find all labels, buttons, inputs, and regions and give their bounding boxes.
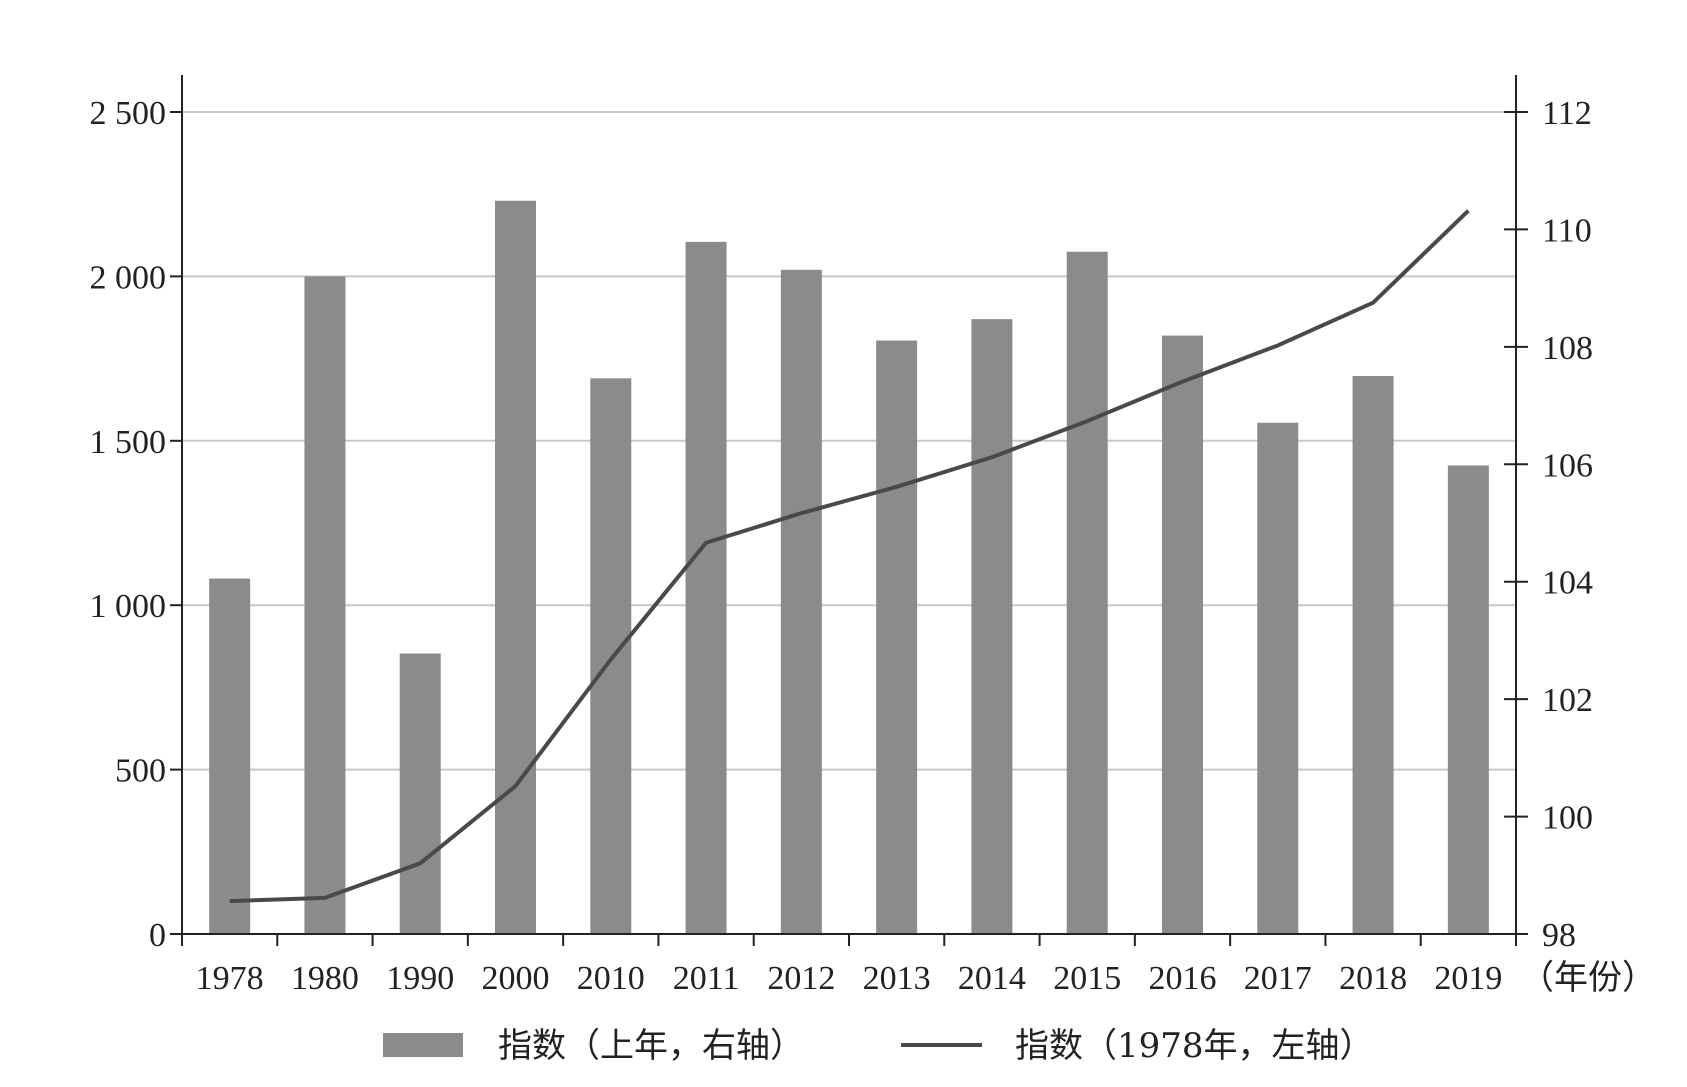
right-tick-label: 106: [1542, 447, 1593, 484]
right-tick-label: 112: [1542, 95, 1592, 132]
left-tick-label: 1 500: [90, 424, 167, 461]
bar-2012: [780, 269, 822, 935]
legend-bar-label: 指数（上年，右轴）: [498, 1026, 804, 1066]
left-axis-ticks: 0 500 1 000 1 500 2 000 2 500: [90, 95, 182, 954]
bar-2017: [1257, 422, 1299, 934]
right-tick-label: 100: [1542, 800, 1593, 837]
legend-line-label: 指数（1978年，左轴）: [1015, 1026, 1374, 1066]
x-tick-label: 1978: [196, 960, 264, 997]
x-axis-ticks: 1978 1980 1990 2000 2010 2011 2012 2013 2014 2015…: [181, 934, 1517, 997]
line-series: [229, 209, 1470, 904]
bar-1978: [209, 578, 251, 934]
bar-1980: [304, 276, 346, 934]
x-tick-label: 2015: [1053, 960, 1121, 997]
x-tick-label: 2011: [673, 960, 740, 997]
right-tick-label: 104: [1542, 565, 1593, 602]
left-tick-label: 2 500: [90, 95, 167, 132]
legend: 指数（上年，右轴） 指数（1978年，左轴）: [383, 1026, 1374, 1066]
right-tick-label: 102: [1542, 682, 1593, 719]
bar-2000: [495, 200, 536, 934]
x-tick-label: 2016: [1149, 960, 1217, 997]
x-tick-label: 2019: [1434, 960, 1502, 997]
gridlines: [182, 111, 1516, 771]
x-tick-label: 2017: [1244, 960, 1312, 997]
right-tick-label: 98: [1542, 917, 1576, 954]
x-tick-label: 2018: [1339, 960, 1407, 997]
axes: [181, 75, 1517, 935]
series-line: [229, 209, 1470, 904]
x-tick-label: 2012: [767, 960, 835, 997]
right-axis-ticks: 98 100 102 104 106 108 110 112: [1504, 95, 1593, 954]
bar-2019: [1447, 465, 1489, 934]
bar-series: [209, 200, 1489, 935]
x-tick-label: 2010: [577, 960, 645, 997]
bar-2015: [1066, 251, 1108, 935]
right-tick-label: 108: [1542, 330, 1593, 367]
left-tick-label: 0: [149, 917, 166, 954]
left-tick-label: 1 000: [90, 588, 167, 625]
x-tick-label: 2014: [958, 960, 1026, 997]
bar-2014: [971, 319, 1013, 934]
bar-1990: [399, 653, 441, 934]
x-tick-label: 1990: [386, 960, 454, 997]
bar-2011: [685, 241, 727, 935]
x-tick-label: 2000: [482, 960, 550, 997]
bar-2016: [1162, 335, 1203, 935]
x-tick-label: 2013: [863, 960, 931, 997]
bar-2010: [590, 378, 632, 934]
bar-2013: [876, 340, 918, 934]
legend-bar-swatch: [383, 1033, 463, 1057]
x-axis-unit-label: （年份）: [1520, 958, 1656, 998]
right-tick-label: 110: [1542, 212, 1592, 249]
x-tick-label: 1980: [291, 960, 359, 997]
bar-2018: [1352, 376, 1394, 935]
left-tick-label: 2 000: [90, 259, 167, 296]
left-tick-label: 500: [115, 753, 166, 790]
